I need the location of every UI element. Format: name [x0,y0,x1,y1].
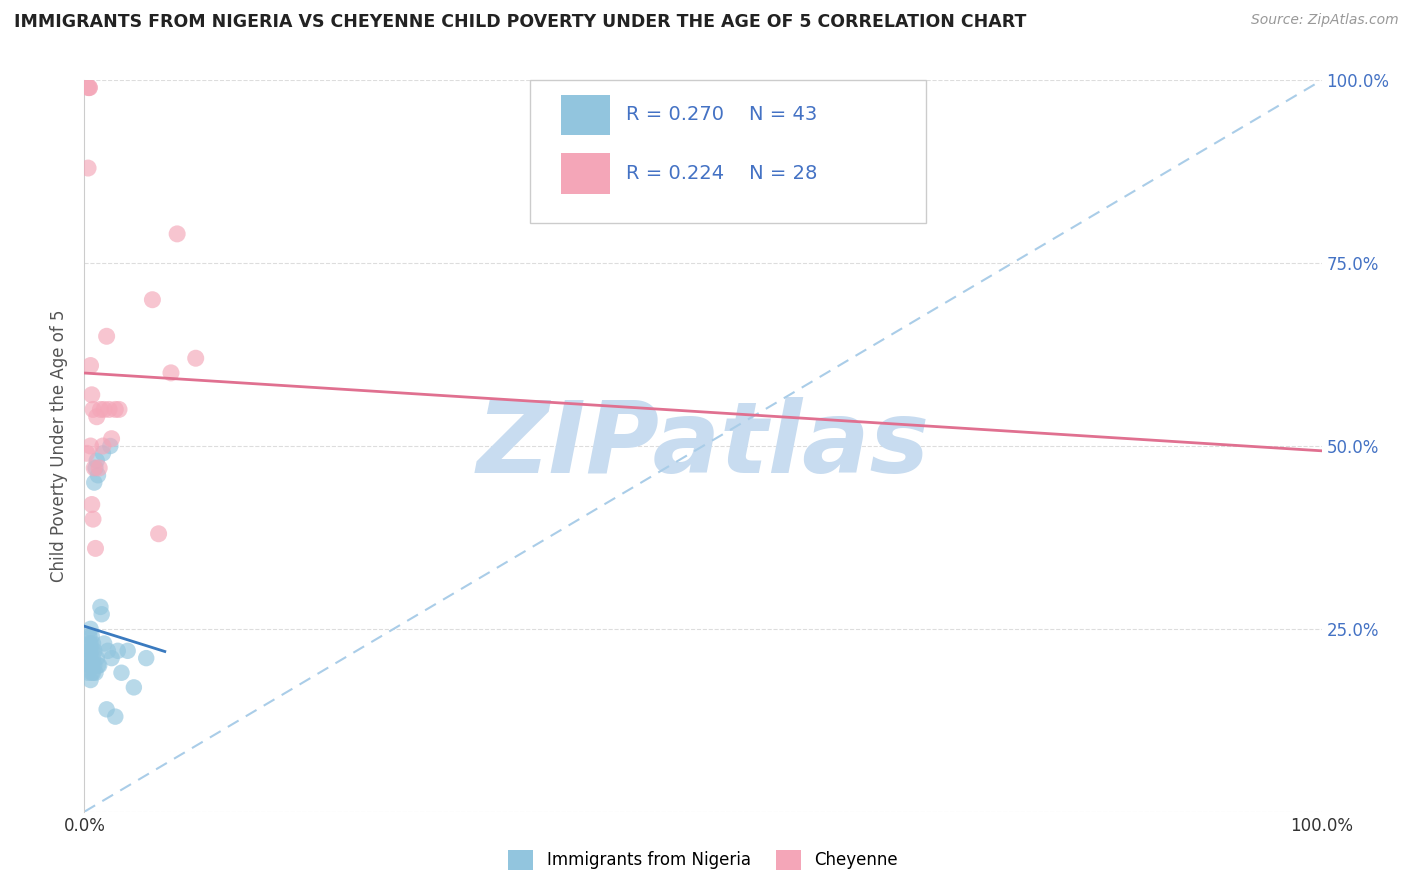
Point [76,446,98,460]
Text: R = 0.270    N = 43: R = 0.270 N = 43 [626,105,817,124]
Point [97,644,120,658]
Point [79,636,101,650]
Point [79,439,101,453]
Legend: Immigrants from Nigeria, Cheyenne: Immigrants from Nigeria, Cheyenne [502,843,904,877]
Point [82,402,104,417]
Point [148,526,170,541]
Point [79,658,101,673]
Point [82,665,104,680]
Point [84,541,107,556]
Point [90,607,112,622]
Point [80,658,103,673]
Point [86,651,108,665]
Point [79,673,101,687]
Point [77,161,100,175]
Point [117,644,139,658]
Point [77,80,100,95]
Point [80,644,103,658]
Point [83,658,105,673]
Point [79,359,101,373]
Point [80,665,103,680]
Point [89,402,111,417]
Point [89,599,111,614]
Point [77,651,100,665]
Point [89,461,111,475]
Point [100,432,122,446]
Point [83,475,105,490]
Y-axis label: Child Poverty Under the Age of 5: Child Poverty Under the Age of 5 [51,310,69,582]
Point [86,409,108,424]
FancyBboxPatch shape [561,153,610,194]
Point [141,293,163,307]
Point [122,681,145,695]
Point [79,80,101,95]
Point [89,658,111,673]
Point [93,402,115,417]
Point [80,388,103,402]
Point [79,644,101,658]
FancyBboxPatch shape [530,80,925,223]
Point [80,629,103,643]
Text: IMMIGRANTS FROM NIGERIA VS CHEYENNE CHILD POVERTY UNDER THE AGE OF 5 CORRELATION: IMMIGRANTS FROM NIGERIA VS CHEYENNE CHIL… [14,13,1026,31]
Point [84,665,107,680]
Text: ZIPatlas: ZIPatlas [477,398,929,494]
Point [87,468,110,483]
Point [79,636,101,650]
Point [96,329,118,343]
Point [82,636,104,650]
Point [80,498,103,512]
Point [98,439,121,453]
Point [83,644,105,658]
Point [83,461,105,475]
Point [86,453,108,467]
Point [96,702,118,716]
Point [79,80,101,95]
Point [91,439,114,453]
Point [110,665,132,680]
Point [100,651,122,665]
Point [84,461,107,475]
Point [93,636,115,650]
Point [104,402,127,417]
Point [184,351,207,366]
Point [79,644,101,658]
Point [79,651,101,665]
Point [104,709,127,723]
Point [82,651,104,665]
Point [82,512,104,526]
Point [77,665,100,680]
Point [166,227,188,241]
Point [108,402,131,417]
Point [79,622,101,636]
Point [79,629,101,643]
Point [135,651,157,665]
Text: Source: ZipAtlas.com: Source: ZipAtlas.com [1251,13,1399,28]
Point [107,644,129,658]
Point [87,658,110,673]
Text: R = 0.224    N = 28: R = 0.224 N = 28 [626,164,818,184]
Point [91,446,114,460]
Point [160,366,183,380]
Point [98,402,121,417]
FancyBboxPatch shape [561,95,610,136]
Point [79,658,101,673]
